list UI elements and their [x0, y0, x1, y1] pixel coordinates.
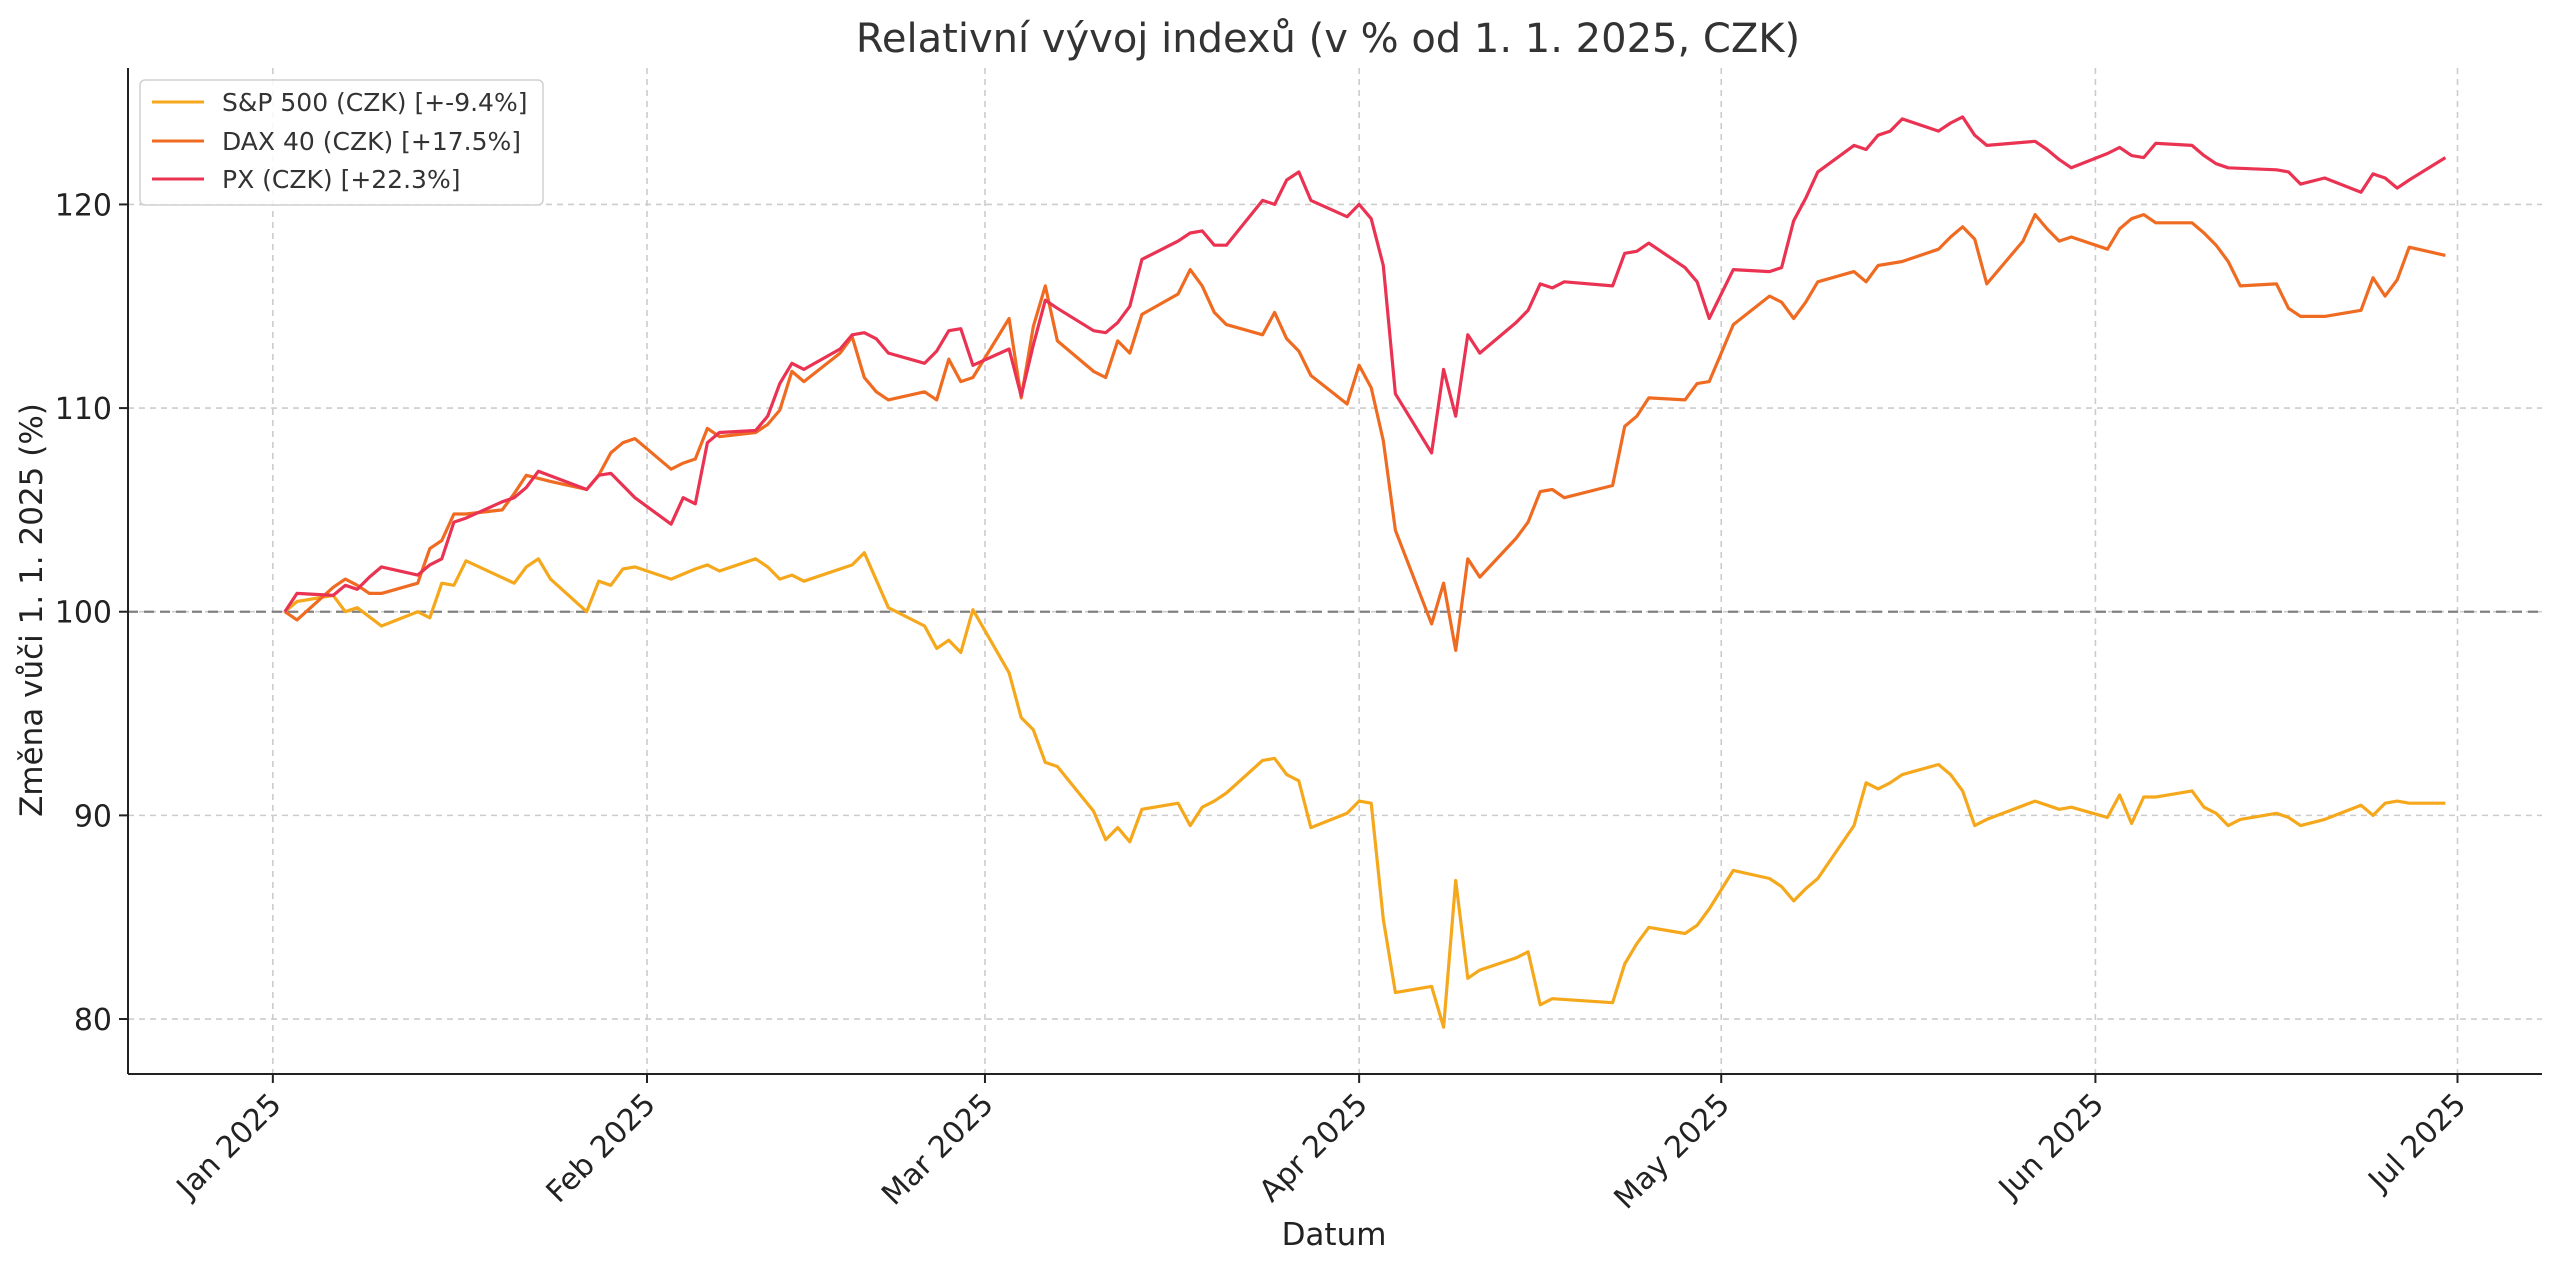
- series-line-dax40: [284, 213, 2446, 652]
- series-lines: [283, 115, 2447, 1029]
- y-tick-label-1: 90: [74, 799, 112, 834]
- legend-label-dax40: DAX 40 (CZK) [+17.5%]: [222, 127, 521, 156]
- chart-title: Relativní vývoj indexů (v % od 1. 1. 202…: [856, 16, 1800, 62]
- y-tick-label-3: 110: [55, 392, 112, 427]
- y-tick-label-0: 80: [74, 1003, 112, 1038]
- legend-label-sp500: S&P 500 (CZK) [+-9.4%]: [222, 88, 527, 117]
- y-tick-label-2: 100: [55, 596, 112, 631]
- series-line-sp500: [283, 551, 2446, 1029]
- y-ticks: 80 90 100 110 120: [55, 188, 128, 1038]
- legend-box: [139, 79, 544, 206]
- legend: S&P 500 (CZK) [+-9.4%] DAX 40 (CZK) [+17…: [139, 79, 544, 206]
- x-axis-title: Datum: [1282, 1217, 1387, 1253]
- series-line-px: [283, 115, 2447, 613]
- grid: [128, 68, 2542, 1074]
- y-tick-label-4: 120: [55, 188, 112, 223]
- legend-label-px: PX (CZK) [+22.3%]: [222, 165, 460, 194]
- axes: [127, 68, 2542, 1075]
- y-axis-title: Změna vůči 1. 1. 2025 (%): [14, 403, 50, 817]
